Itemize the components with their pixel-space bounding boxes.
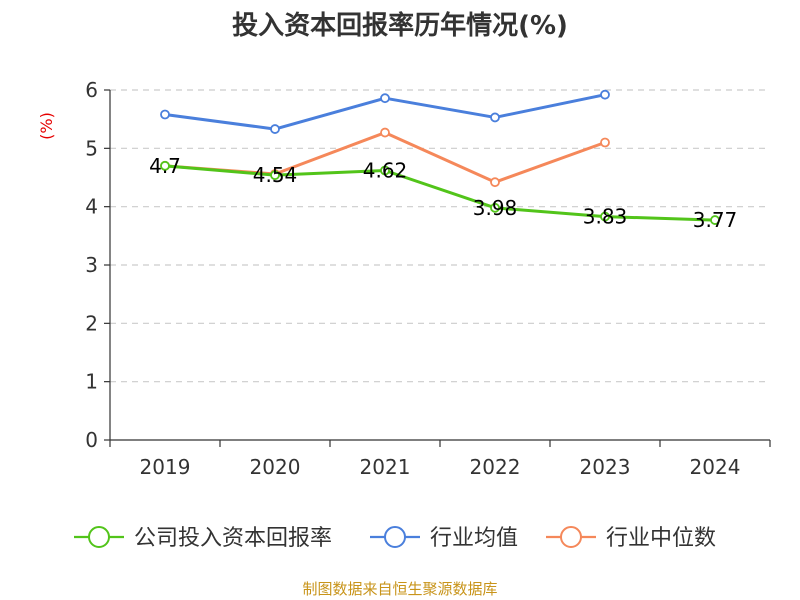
- data-point: [160, 160, 170, 171]
- data-point: [380, 165, 390, 176]
- y-tick-label: 3: [85, 253, 98, 277]
- grid-lines: [110, 89, 770, 383]
- y-tick-label: 1: [85, 370, 98, 394]
- data-label: 3.83: [583, 205, 628, 229]
- data-point: [490, 112, 500, 123]
- y-axis-unit-label: (%): [37, 112, 56, 140]
- x-tick-label-2020: 2020: [250, 455, 301, 479]
- data-labels: 4.7 4.54 4.62 3.98 3.83 3.77: [149, 154, 737, 232]
- legend-label: 公司投入资本回报率: [134, 526, 332, 551]
- y-tick-label: 2: [85, 311, 98, 335]
- data-label: 3.77: [693, 208, 738, 232]
- x-tick-label-2019: 2019: [140, 455, 191, 479]
- axes: 0 1 2 3 4 5 6 2019 2020 2021 2022 2023 2024: [85, 78, 771, 479]
- data-label: 4.62: [363, 159, 408, 183]
- data-point: [270, 124, 280, 134]
- chart-title: 投入资本回报率历年情况(%): [232, 10, 568, 41]
- legend-marker: [560, 526, 582, 548]
- x-tick-label-2022: 2022: [470, 455, 521, 479]
- data-point: [600, 89, 610, 100]
- data-label: 4.54: [253, 163, 298, 187]
- data-point: [160, 109, 170, 120]
- data-point: [270, 170, 280, 181]
- legend-label: 行业均值: [430, 526, 518, 551]
- data-point: [600, 211, 610, 222]
- legend-item-3: 行业中位数: [546, 526, 716, 551]
- source-note: 制图数据来自恒生聚源数据库: [302, 580, 497, 598]
- series-layer: [160, 89, 720, 225]
- data-point: [380, 127, 390, 138]
- y-tick-label: 4: [85, 195, 98, 219]
- legend: 公司投入资本回报率 行业均值 行业中位数: [74, 526, 716, 551]
- y-tick-label: 6: [85, 78, 98, 102]
- y-tick-label: 0: [85, 428, 98, 452]
- data-point: [600, 137, 610, 148]
- x-tick-label-2021: 2021: [360, 455, 411, 479]
- series-1: [160, 160, 720, 225]
- data-label: 3.98: [473, 196, 518, 220]
- data-point: [710, 215, 720, 225]
- series-line-1: [164, 164, 716, 222]
- data-label: 4.7: [149, 154, 181, 178]
- data-point: [380, 93, 390, 104]
- y-tick-label: 5: [85, 136, 98, 160]
- data-point: [490, 177, 500, 188]
- series-2: [160, 89, 610, 134]
- legend-label: 行业中位数: [606, 526, 716, 551]
- x-tick-label-2023: 2023: [580, 455, 631, 479]
- legend-marker: [384, 526, 406, 548]
- legend-item-2: 行业均值: [370, 526, 518, 551]
- legend-marker: [88, 526, 110, 548]
- x-tick-label-2024: 2024: [690, 455, 741, 479]
- legend-item-1: 公司投入资本回报率: [74, 526, 332, 551]
- data-point: [490, 202, 500, 213]
